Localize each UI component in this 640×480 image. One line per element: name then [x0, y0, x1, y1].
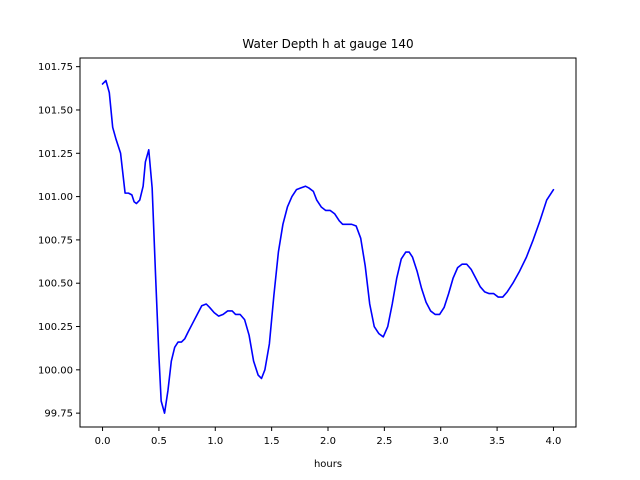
plot-area: [101, 79, 555, 414]
x-tick-label: 4.0: [546, 436, 562, 447]
y-tick-label: 101.00: [38, 192, 73, 203]
x-tick-label: 3.0: [433, 436, 449, 447]
x-tick-label: 3.5: [489, 436, 505, 447]
y-tick-label: 100.00: [38, 365, 73, 376]
x-axis-label: hours: [314, 459, 342, 470]
y-tick-label: 100.50: [38, 279, 73, 290]
y-tick-label: 101.75: [38, 62, 73, 73]
y-tick-label: 101.25: [38, 149, 73, 160]
x-tick-label: 2.5: [376, 436, 392, 447]
x-tick-label: 0.0: [95, 436, 111, 447]
x-tick-label: 0.5: [151, 436, 167, 447]
y-tick-label: 101.50: [38, 105, 73, 116]
x-tick-label: 1.5: [264, 436, 280, 447]
chart-title: Water Depth h at gauge 140: [242, 37, 413, 51]
y-tick-label: 100.75: [38, 235, 73, 246]
y-tick-label: 99.75: [44, 409, 73, 420]
x-tick-label: 2.0: [320, 436, 336, 447]
y-tick-label: 100.25: [38, 322, 73, 333]
axes: 0.0 0.5 1.0 1.5 2.0 2.5 3.0 3.5 4.0 99.75 100.00 10…: [38, 57, 577, 447]
x-tick-label: 1.0: [207, 436, 223, 447]
series-line-0: [101, 79, 555, 414]
